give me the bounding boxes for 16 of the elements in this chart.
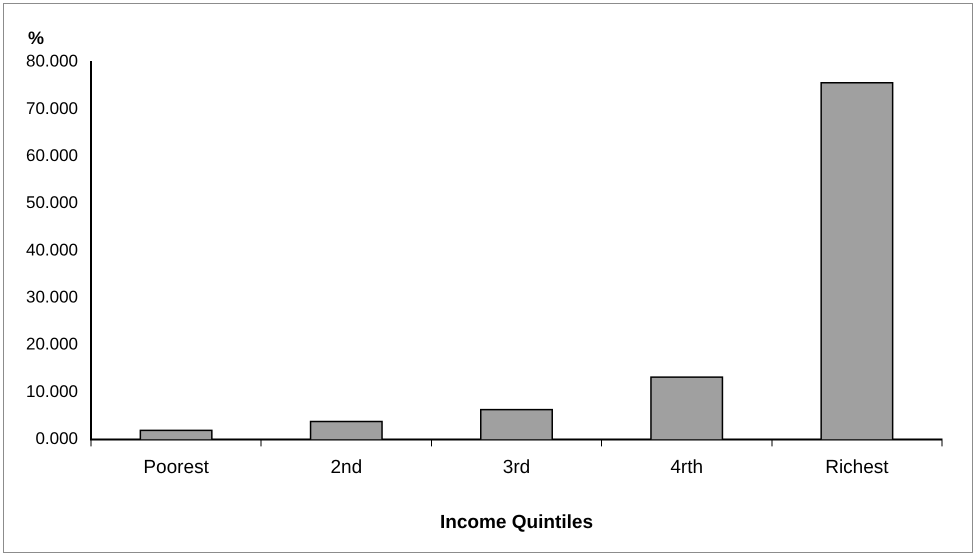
y-tick-label: 80.000 [26, 52, 78, 71]
x-tick-label: 2nd [330, 457, 362, 478]
y-tick-label: 10.000 [26, 382, 78, 401]
x-tick-label: 3rd [502, 457, 530, 478]
y-tick-label: 60.000 [26, 146, 78, 166]
y-tick-label: 30.000 [26, 288, 78, 307]
x-tick-label: Poorest [143, 457, 210, 478]
y-tick-label: 50.000 [26, 193, 78, 212]
x-tick-label: Richest [825, 457, 890, 478]
y-tick-label: 70.000 [26, 98, 78, 118]
y-tick-label: 0.000 [35, 429, 78, 448]
y-tick-label: 40.000 [26, 240, 78, 260]
x-tick-label: 4rth [670, 457, 704, 478]
x-axis-title: Income Quintiles [440, 512, 594, 533]
y-tick-label: 20.000 [26, 334, 78, 354]
y-axis-title: % [28, 28, 44, 48]
